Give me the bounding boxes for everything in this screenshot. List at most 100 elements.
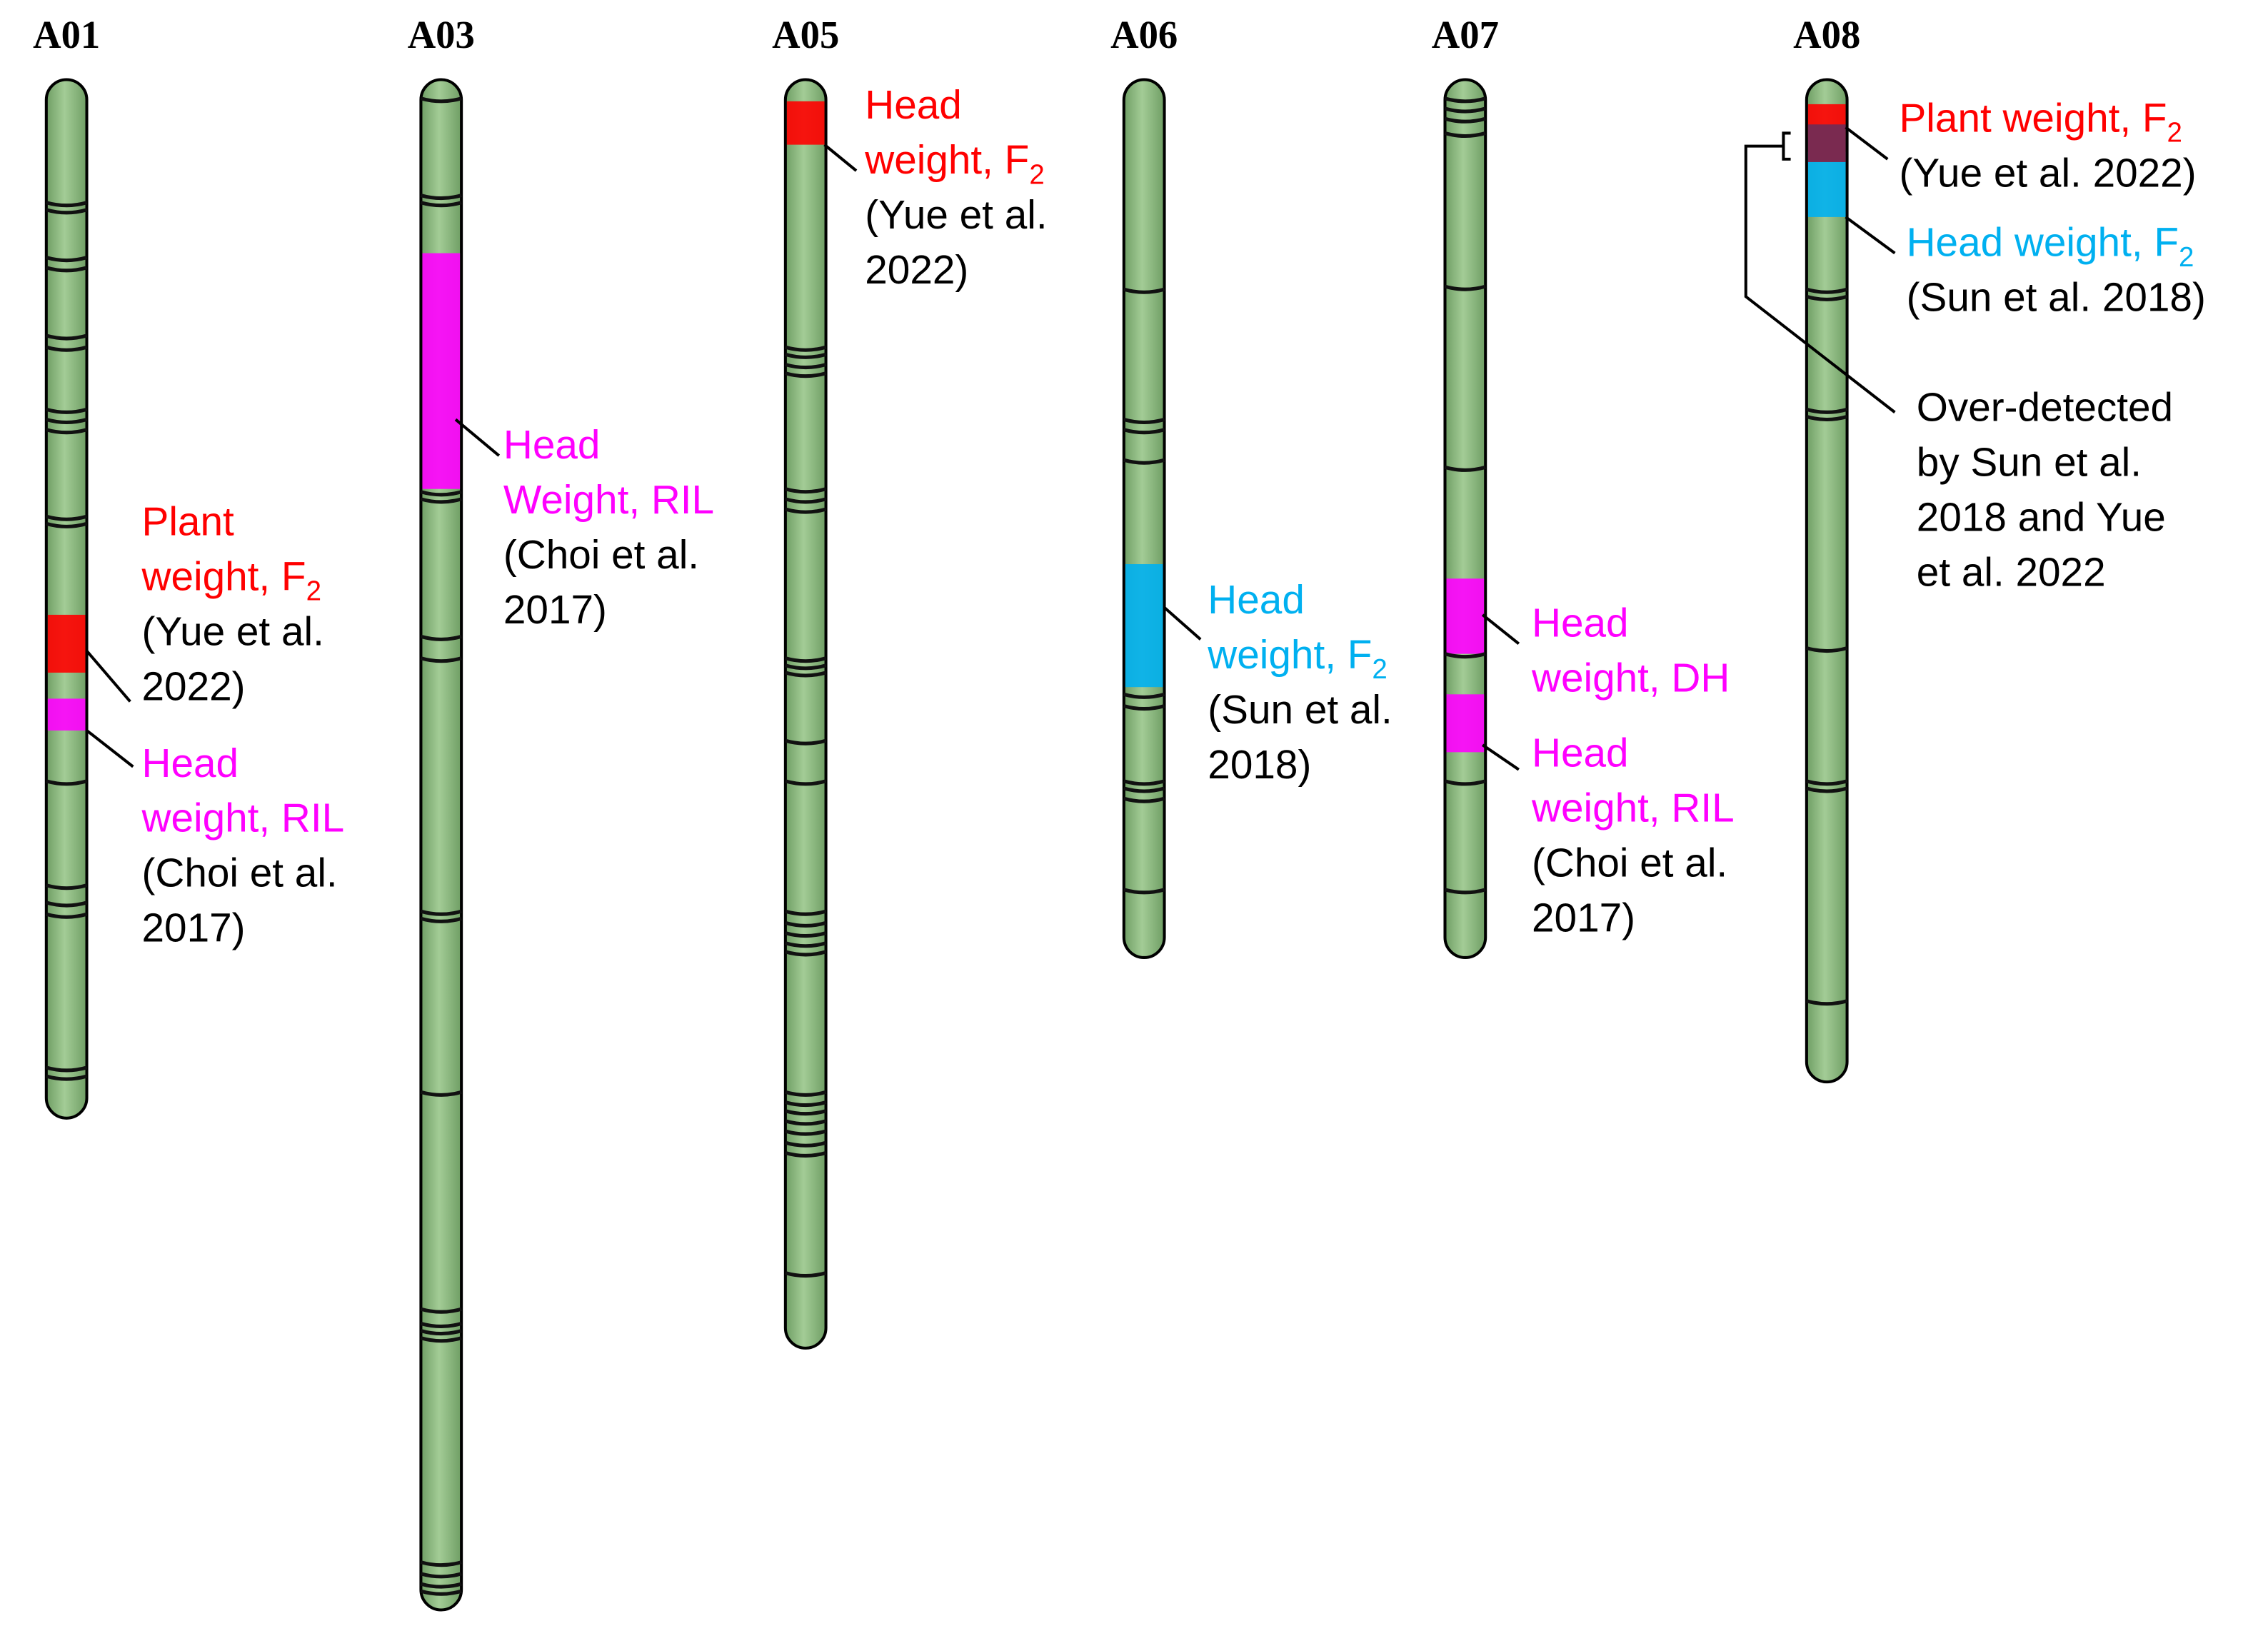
marker (785, 931, 827, 938)
chromosome-name: A01 (33, 13, 100, 56)
marker (46, 900, 88, 908)
marker (46, 521, 88, 528)
chromosome (1443, 78, 1487, 959)
marker (1444, 888, 1486, 895)
qtl-reference: (Choi et al. (142, 851, 338, 896)
qtl-trait: Plant (142, 500, 234, 545)
marker (420, 1589, 462, 1596)
marker (420, 1572, 462, 1579)
qtl-band (1807, 151, 1846, 217)
chromosome-name: A05 (772, 13, 839, 56)
qtl-trait-text: Plant weight, F (1899, 96, 2167, 141)
marker (785, 656, 827, 663)
marker (46, 256, 88, 263)
marker (785, 941, 827, 948)
marker (1444, 96, 1486, 104)
qtl-trait-subscript: 2 (1029, 159, 1044, 190)
marker (1123, 888, 1165, 895)
marker (46, 912, 88, 919)
overlap-band (1807, 124, 1846, 162)
marker (1123, 458, 1165, 465)
marker (1444, 116, 1486, 124)
qtl-trait-subscript: 2 (2167, 118, 2182, 149)
qtl-trait-subscript: 2 (2179, 242, 2194, 273)
marker (1806, 407, 1848, 414)
marker (785, 1140, 827, 1148)
marker (785, 497, 827, 504)
leader-line (85, 650, 131, 703)
chromosome (44, 78, 89, 1120)
marker (46, 779, 88, 786)
qtl-reference: 2022) (142, 664, 246, 709)
leader-line (86, 729, 134, 768)
leader-line (823, 144, 858, 172)
chromosome-name: A07 (1432, 13, 1499, 56)
qtl-trait: weight, RIL (1531, 786, 1735, 831)
marker (785, 1109, 827, 1116)
chromosome-name: A08 (1793, 13, 1860, 56)
marker (1123, 704, 1165, 711)
marker (46, 266, 88, 273)
marker (1444, 131, 1486, 139)
qtl-trait: Weight, RIL (503, 478, 714, 523)
marker (420, 1329, 462, 1336)
marker (785, 920, 827, 928)
qtl-band (47, 698, 86, 731)
chromosome (1122, 78, 1166, 959)
marker (1806, 999, 1848, 1006)
marker (46, 883, 88, 890)
marker (46, 1065, 88, 1073)
marker (1123, 418, 1165, 425)
qtl-band (1125, 564, 1163, 688)
qtl-trait-subscript: 2 (306, 576, 321, 607)
qtl-reference: 2022) (865, 248, 968, 293)
qtl-trait: Head (142, 741, 239, 786)
marker (420, 201, 462, 208)
marker (46, 208, 88, 215)
chromosome-name: A06 (1110, 13, 1178, 56)
marker (785, 950, 827, 957)
marker (420, 1336, 462, 1343)
qtl-reference: (Sun et al. 2018) (1907, 276, 2206, 321)
qtl-band (422, 253, 461, 489)
qtl-band (786, 101, 825, 145)
marker (785, 1100, 827, 1108)
marker (785, 779, 827, 786)
qtl-reference: (Choi et al. (1532, 841, 1727, 886)
qtl-reference: 2017) (1532, 896, 1635, 941)
marker (46, 333, 88, 341)
qtl-reference: (Choi et al. (503, 533, 699, 578)
qtl-reference: (Yue et al. (865, 193, 1047, 238)
qtl-trait: Head (1532, 601, 1629, 646)
qtl-trait: weight, RIL (141, 796, 345, 841)
marker (420, 1321, 462, 1328)
marker (46, 514, 88, 521)
marker (785, 363, 827, 370)
qtl-reference: (Sun et al. (1208, 688, 1392, 733)
leader-line (1845, 126, 1889, 161)
note: 2018 and Yue (1917, 495, 2166, 540)
qtl-trait-text: weight, F (141, 554, 306, 599)
marker (785, 1119, 827, 1126)
marker (785, 352, 827, 359)
marker (1123, 428, 1165, 435)
marker (46, 428, 88, 435)
marker (46, 345, 88, 352)
marker (785, 909, 827, 916)
marker (1123, 692, 1165, 699)
marker (1444, 779, 1486, 786)
note: et al. 2022 (1917, 550, 2106, 595)
marker (1806, 779, 1848, 786)
qtl-trait: weight, DH (1531, 656, 1730, 701)
marker (1123, 779, 1165, 786)
marker (420, 490, 462, 497)
marker (785, 671, 827, 678)
marker (785, 1129, 827, 1136)
qtl-reference: (Yue et al. (142, 609, 324, 654)
marker (1123, 796, 1165, 803)
qtl-trait: Head (503, 423, 601, 468)
qtl-trait: weight, F2 (864, 138, 1044, 190)
qtl-band (1446, 578, 1485, 654)
marker (1123, 786, 1165, 793)
